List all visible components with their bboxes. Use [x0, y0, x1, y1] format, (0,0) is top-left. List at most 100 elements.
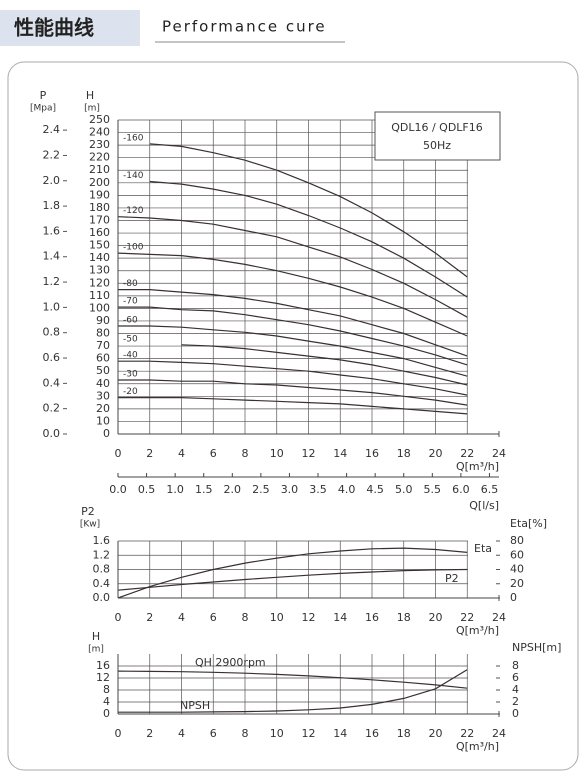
header-subtitle: Performance cure	[162, 18, 327, 36]
x-tick-label: 2	[146, 447, 153, 460]
series-label: -30	[123, 369, 138, 379]
series-line	[118, 325, 468, 377]
y-tick-label: 0	[103, 427, 110, 440]
series-label: NPSH	[180, 699, 210, 712]
series-line	[118, 397, 468, 415]
series-line	[117, 568, 468, 591]
x-tick-label: 8	[242, 727, 249, 740]
y-tick-label: 240	[89, 126, 110, 139]
y-tick-label: 1.6	[93, 534, 111, 547]
y-tick-label: 20	[96, 402, 110, 415]
y-tick-label: 60	[96, 352, 110, 365]
x-tick-label: 22	[460, 447, 474, 460]
series-label: -80	[123, 279, 138, 289]
y2-tick-label: 4	[512, 683, 519, 696]
x-tick-label: 24	[492, 447, 506, 460]
y2-tick-label: 20	[510, 577, 524, 590]
y-tick-label: 130	[89, 264, 110, 277]
y-axis-unit: [m]	[84, 104, 100, 114]
y2-tick-label: 2.0	[43, 174, 61, 187]
x2-tick-label: 6.0	[452, 483, 470, 496]
x-tick-label: 18	[397, 447, 411, 460]
y-axis-label: P2	[81, 505, 95, 518]
x-tick-label: 24	[492, 611, 506, 624]
series-line	[149, 180, 468, 298]
series-label: Eta	[474, 542, 492, 555]
y-tick-label: 230	[89, 138, 110, 151]
y2-tick-label: 8	[512, 659, 519, 672]
x2-tick-label: 5.5	[424, 483, 442, 496]
series-line	[117, 547, 468, 599]
x-tick-label: 4	[178, 727, 185, 740]
y2-tick-label: 40	[510, 563, 524, 576]
y-tick-label: 70	[96, 339, 110, 352]
y2-tick-label: 1.6	[43, 224, 61, 237]
y-tick-label: 0	[103, 707, 110, 720]
y-tick-label: 4	[103, 695, 110, 708]
x-tick-label: 8	[242, 447, 249, 460]
y-tick-label: 0.8	[93, 563, 111, 576]
y2-tick-label: 0.6	[43, 351, 61, 364]
x-tick-label: 24	[492, 727, 506, 740]
x-tick-label: 6	[210, 727, 217, 740]
y-tick-label: 210	[89, 163, 110, 176]
x-axis-label: Q[m³/h]	[456, 624, 499, 637]
series-label: P2	[445, 572, 459, 585]
series-line	[117, 252, 468, 337]
x2-axis-label: Q[l/s]	[469, 499, 499, 512]
y2-tick-label: 2.4	[43, 123, 61, 136]
y-tick-label: 0.4	[93, 577, 111, 590]
x2-tick-label: 6.5	[481, 483, 499, 496]
x2-tick-label: 3.5	[309, 483, 327, 496]
frequency: 50Hz	[423, 139, 451, 152]
x-tick-label: 22	[460, 611, 474, 624]
y2-tick-label: 80	[510, 534, 524, 547]
x-tick-label: 0	[115, 611, 122, 624]
x-tick-label: 2	[146, 611, 153, 624]
x-tick-label: 10	[270, 611, 284, 624]
series-label: -40	[123, 351, 138, 361]
series-label: -140	[123, 171, 144, 181]
y-tick-label: 50	[96, 364, 110, 377]
series-line	[118, 306, 468, 366]
x-tick-label: 6	[210, 447, 217, 460]
series-line	[118, 669, 468, 713]
x-tick-label: 0	[115, 727, 122, 740]
x-tick-label: 20	[429, 611, 443, 624]
y2-tick-label: 0.2	[43, 402, 61, 415]
y-axis-label: H	[86, 89, 94, 102]
x2-tick-label: 1.5	[195, 483, 213, 496]
x-axis-label: Q[m³/h]	[456, 460, 499, 473]
y-tick-label: 200	[89, 176, 110, 189]
series-label: QH 2900rpm	[195, 656, 266, 669]
series-line	[118, 289, 468, 357]
series-line	[117, 216, 468, 318]
x-tick-label: 18	[397, 611, 411, 624]
x-tick-label: 12	[302, 611, 316, 624]
y-tick-label: 8	[103, 683, 110, 696]
y2-tick-label: 1.4	[43, 250, 61, 263]
x-tick-label: 16	[365, 611, 379, 624]
x-tick-label: 20	[429, 447, 443, 460]
header-title: 性能曲线	[14, 16, 94, 40]
x-tick-label: 4	[178, 611, 185, 624]
x-tick-label: 12	[302, 447, 316, 460]
x2-tick-label: 3.0	[281, 483, 299, 496]
x2-tick-label: 2.0	[224, 483, 242, 496]
x-tick-label: 16	[365, 727, 379, 740]
y2-tick-label: 1.8	[43, 199, 61, 212]
model-box	[374, 111, 501, 161]
y-tick-label: 90	[96, 314, 110, 327]
y-tick-label: 120	[89, 276, 110, 289]
y-tick-label: 150	[89, 239, 110, 252]
y2-axis-unit: [Mpa]	[30, 104, 56, 114]
y-tick-label: 180	[89, 201, 110, 214]
y-axis-unit: [m]	[88, 645, 104, 655]
series-line	[118, 360, 468, 396]
x2-tick-label: 4.0	[338, 483, 356, 496]
series-label: -100	[123, 243, 144, 253]
y2-tick-label: 2.2	[43, 148, 61, 161]
x-tick-label: 14	[333, 447, 347, 460]
series-line	[118, 379, 468, 406]
x-tick-label: 12	[302, 727, 316, 740]
